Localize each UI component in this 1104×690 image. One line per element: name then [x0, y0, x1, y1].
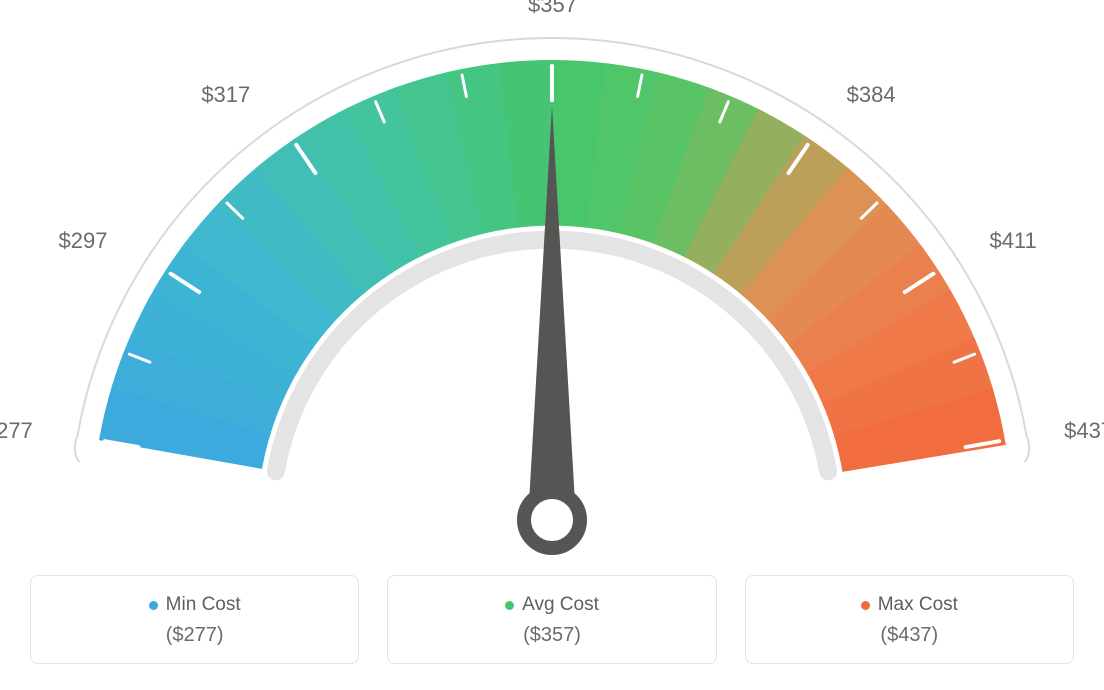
legend-label: Max Cost: [878, 594, 958, 616]
legend-value-min: ($277): [41, 624, 348, 647]
legend-label: Min Cost: [166, 594, 241, 616]
legend-card-min: Min Cost ($277): [30, 575, 359, 664]
gauge-tick-label: $357: [528, 0, 577, 18]
gauge-tick-label: $384: [847, 82, 896, 108]
legend-label: Avg Cost: [522, 594, 599, 616]
dot-icon: [149, 601, 158, 610]
dot-icon: [861, 601, 870, 610]
gauge-tick-label: $317: [201, 82, 250, 108]
legend-value-avg: ($357): [398, 624, 705, 647]
legend-value-max: ($437): [756, 624, 1063, 647]
dot-icon: [505, 601, 514, 610]
legend-title-avg: Avg Cost: [505, 594, 599, 616]
legend-row: Min Cost ($277) Avg Cost ($357) Max Cost…: [30, 575, 1074, 664]
gauge-tick-label: $297: [59, 228, 108, 254]
legend-card-avg: Avg Cost ($357): [387, 575, 716, 664]
gauge-tick-label: $437: [1064, 418, 1104, 444]
cost-gauge: $277 $297 $317 $357 $384 $411 $437: [0, 0, 1104, 560]
legend-title-min: Min Cost: [149, 594, 241, 616]
legend-title-max: Max Cost: [861, 594, 958, 616]
gauge-tick-label: $411: [989, 228, 1036, 254]
gauge-tick-label: $277: [0, 418, 33, 444]
legend-card-max: Max Cost ($437): [745, 575, 1074, 664]
